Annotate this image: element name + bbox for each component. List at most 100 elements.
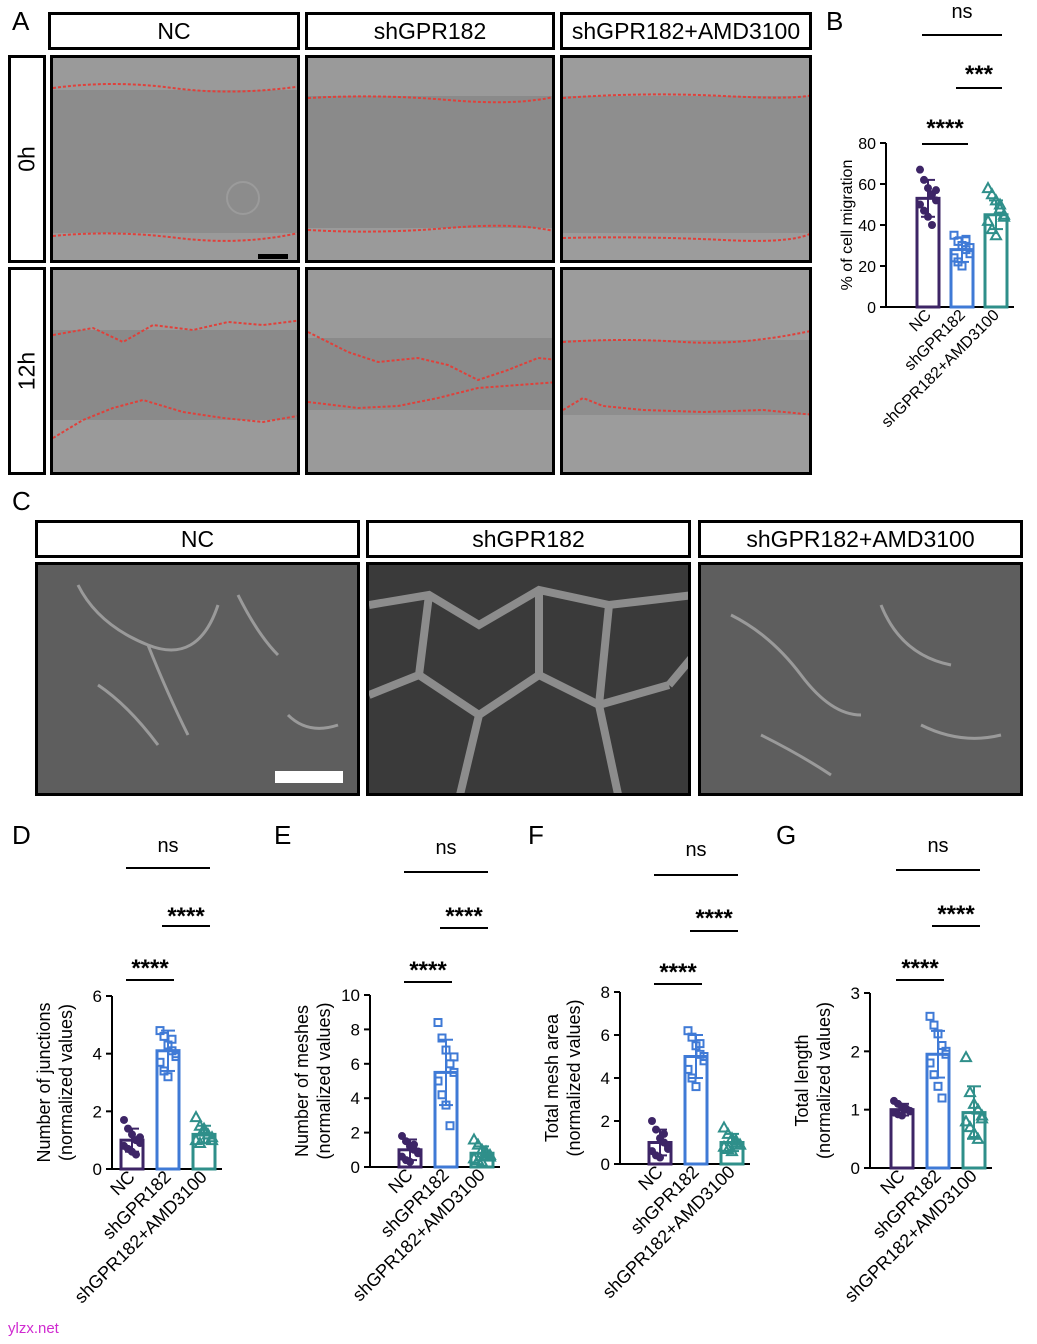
data-point [933,1081,943,1091]
data-point [136,1139,144,1148]
significance-label: **** [695,905,733,932]
data-point [898,1111,906,1120]
data-point [433,1018,443,1028]
y-axis-label-2: (normalized values) [564,999,584,1156]
data-point [920,206,928,215]
data-point [433,1076,443,1086]
y-tick-label: 60 [858,177,876,194]
data-point [441,1045,451,1055]
y-tick-label: 0 [601,1155,610,1174]
data-point [687,1032,697,1042]
significance-label: *** [965,61,994,88]
panel-a-header-nc: NC [48,12,300,50]
significance-label: **** [167,903,205,930]
data-point [733,1137,747,1150]
y-axis-label: % of cell migration [839,160,856,291]
panel-label-f: F [528,820,544,850]
data-point [155,1057,165,1067]
data-point [205,1133,219,1146]
data-point [929,1020,939,1030]
significance-label: **** [445,903,483,930]
scratch-image-amd3100-0h [560,55,812,263]
data-point [985,222,999,235]
significance-label: **** [131,955,169,982]
data-point [691,1082,701,1092]
data-point [929,1070,939,1080]
data-point [920,175,928,184]
data-point [410,1140,418,1149]
data-point [471,1137,485,1150]
data-point [695,1039,705,1049]
data-point [437,1090,447,1100]
data-point [928,221,936,229]
significance-label: ns [927,835,948,857]
data-point [975,1111,989,1124]
y-tick-label: 6 [93,987,102,1006]
y-tick-label: 0 [867,300,876,317]
y-tick-label: 3 [851,984,860,1003]
data-point [441,1100,451,1110]
y-tick-label: 6 [351,1055,360,1074]
scratch-image-nc-0h [50,55,300,263]
data-point [981,181,995,194]
significance-label: ns [157,835,178,857]
data-point [967,1125,981,1138]
data-point [449,1052,459,1062]
data-point [997,209,1011,222]
panel-c-header-nc: NC [35,520,360,558]
y-tick-label: 40 [858,218,876,235]
data-point [981,213,995,226]
data-point [916,200,924,209]
y-tick-label: 10 [341,986,360,1005]
data-point [971,1131,985,1144]
data-point [475,1154,489,1167]
data-point [721,1126,735,1139]
significance-label: **** [937,901,975,928]
data-point [989,193,1003,206]
data-point [406,1157,414,1166]
data-point [965,243,975,253]
data-point [167,1034,177,1044]
data-point [136,1133,144,1142]
scratch-image-amd3100-12h [560,267,812,475]
y-tick-label: 4 [351,1089,360,1108]
y-axis-label-2: (normalized values) [314,1002,334,1159]
panel-label-g: G [776,820,797,850]
data-point [449,1067,459,1077]
panel-c-header-shgpr182: shGPR182 [366,520,691,558]
chart-number-of-junctions: 0 2 4 6 (normalized values)Number of junctio… [34,835,222,1307]
scratch-image-shgpr182-0h [305,55,555,263]
data-point [717,1120,731,1133]
panel-label-e: E [274,820,292,850]
data-point [437,1033,447,1043]
y-axis-label: Total mesh area [542,1013,562,1142]
y-tick-label: 2 [851,1042,860,1061]
data-point [128,1130,136,1139]
y-tick-label: 0 [351,1158,360,1177]
data-point [414,1147,422,1156]
data-point [967,1096,981,1109]
significance-label: ns [951,1,972,23]
data-point [205,1130,219,1143]
y-tick-label: 0 [851,1159,860,1178]
data-point [906,1107,914,1116]
tube-image-shgpr182 [366,562,691,796]
significance-label: ns [685,839,706,861]
data-point [201,1127,215,1140]
data-point [989,228,1003,241]
significance-label: **** [926,115,964,142]
data-point [924,184,932,193]
data-point [959,1050,973,1063]
data-point [197,1121,211,1134]
data-point [925,1011,935,1021]
data-point [971,1102,985,1115]
data-point [124,1124,132,1133]
data-point [120,1115,128,1124]
data-point [483,1147,497,1160]
data-point [467,1132,481,1145]
data-point [963,1085,977,1098]
y-tick-label: 2 [93,1102,102,1121]
